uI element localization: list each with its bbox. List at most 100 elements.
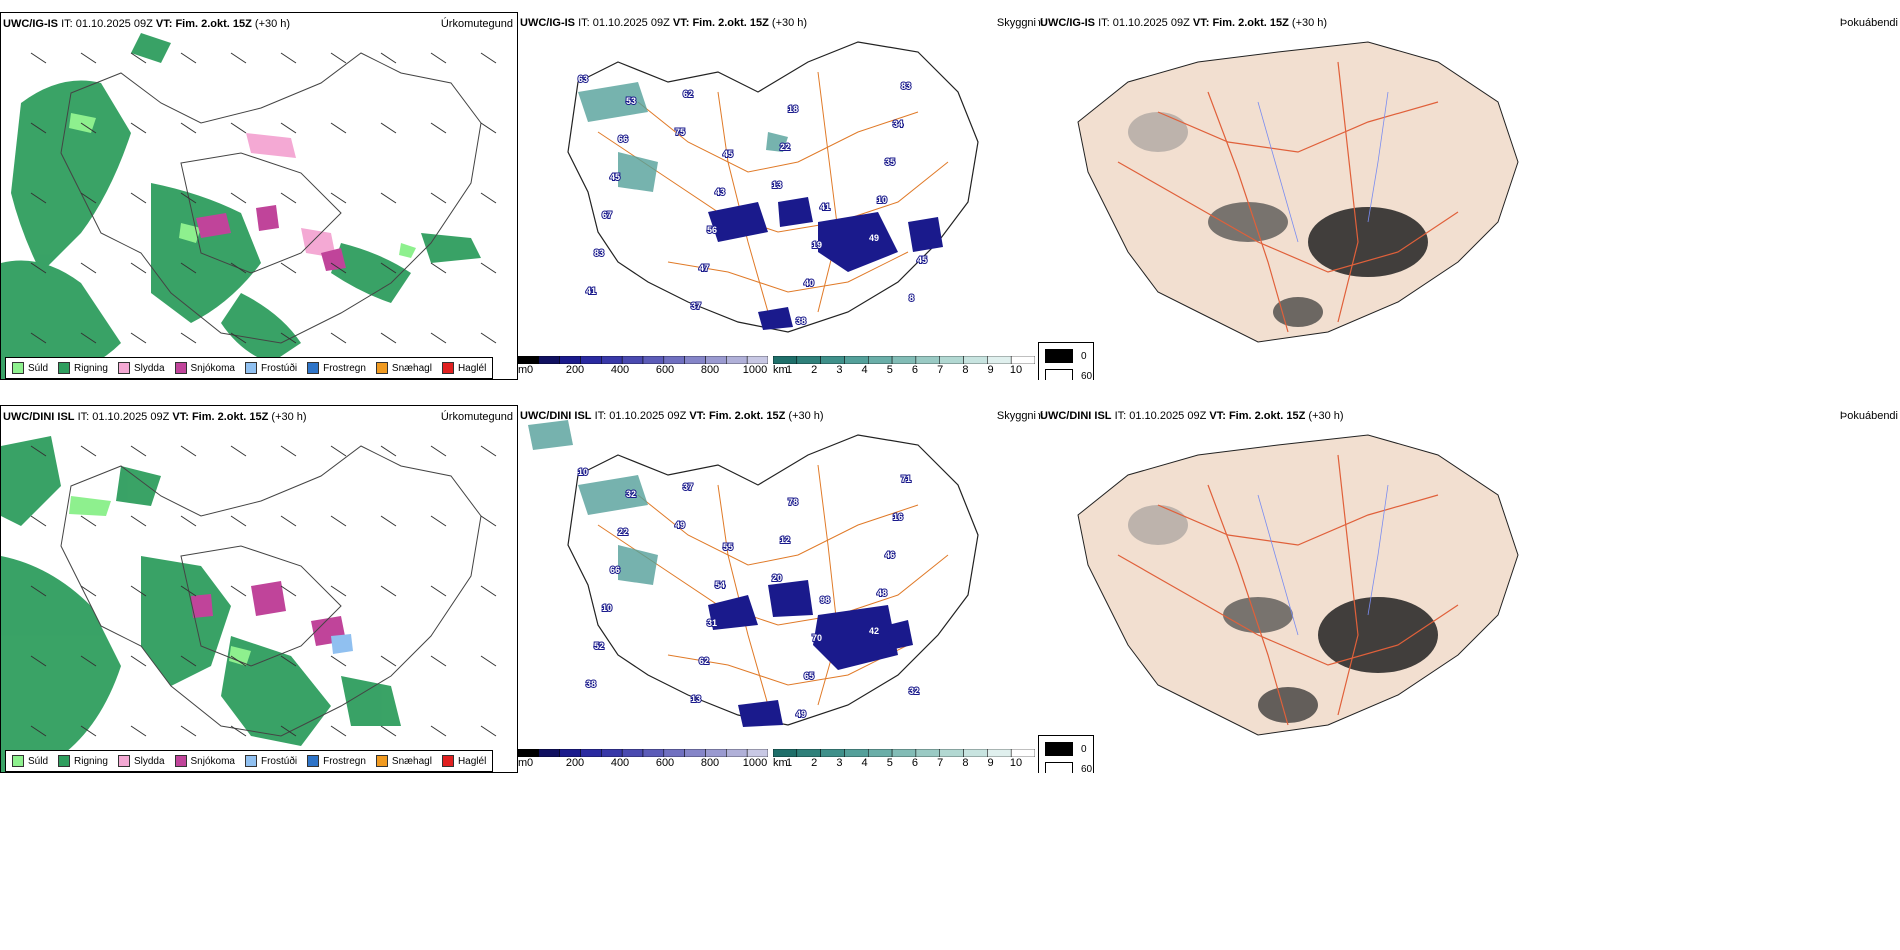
cloud-base-label: 37 <box>683 482 693 492</box>
colorbar-segment <box>963 749 988 757</box>
legend-item: Snæhagl <box>375 755 432 767</box>
legend-item: Rigning <box>58 755 108 767</box>
cloud-base-label: 40 <box>804 278 814 288</box>
fog-map-1 <box>1038 12 1900 380</box>
cloud-base-label: 66 <box>610 565 620 575</box>
legend-item: Frostregn <box>307 755 366 767</box>
colorbar-segment <box>746 356 768 364</box>
cloud-base-label: 38 <box>796 316 806 326</box>
cloud-base-label: 42 <box>869 626 879 636</box>
legend-item: Frostúði <box>244 755 297 767</box>
precip-legend: Súld Rigning Slydda Snjókoma Frostúði Fr… <box>5 357 494 379</box>
cloud-base-label: 10 <box>602 603 612 613</box>
colorbar-segment <box>601 356 623 364</box>
visibility-colorbar: 1 2 3 4 5 6 7 8 9 10 km <box>773 749 1035 771</box>
visibility-colorbar: 1 2 3 4 5 6 7 8 9 10 km <box>773 356 1035 378</box>
cloud-base-label: 32 <box>626 489 636 499</box>
colorbar-segment <box>705 749 727 757</box>
freezing-drizzle-areas <box>331 634 353 654</box>
cloud-base-label: 22 <box>618 527 628 537</box>
cloud-base-label: 49 <box>869 233 879 243</box>
colorbar-segment <box>538 749 560 757</box>
legend-swatch <box>174 755 187 767</box>
precip-legend: Súld Rigning Slydda Snjókoma Frostúði Fr… <box>5 750 494 772</box>
iceland-outline <box>60 52 482 344</box>
precip-map-panel-1: UWC/IG-IS IT: 01.10.2025 09Z VT: Fim. 2.… <box>0 12 518 380</box>
legend-item: Snjókoma <box>174 362 235 374</box>
legend-swatch <box>58 755 71 767</box>
legend-swatch <box>375 755 388 767</box>
cloud-map-panel-1: 63 75 13 49 41 62 22 10 83 37 18 35 67 47 38 34 45 56 40 83… <box>518 12 1038 380</box>
cloud-base-label: 71 <box>901 474 911 484</box>
legend-swatch <box>117 755 130 767</box>
legend-swatch <box>307 755 320 767</box>
colorbar-segment <box>663 356 685 364</box>
cloud-base-label: 8 <box>909 293 914 303</box>
precip-map-2 <box>1 406 517 772</box>
visibility-areas <box>578 82 788 192</box>
snow-areas <box>191 581 346 646</box>
colorbar-segment <box>559 749 581 757</box>
cloud-base-label: 19 <box>812 240 822 250</box>
cloud-base-label: 41 <box>586 286 596 296</box>
legend-swatch <box>58 362 71 374</box>
cloud-base-label: 53 <box>626 96 636 106</box>
cloud-base-labels: 63 75 13 49 41 62 22 10 83 37 18 35 67 47 38 34 45 56 40 83… <box>577 73 928 327</box>
panel-title: UWC/DINI ISL IT: 01.10.2025 09Z VT: Fim.… <box>520 410 824 422</box>
legend-item: Snæhagl <box>375 362 432 374</box>
legend-item: Slydda <box>117 362 165 374</box>
cloud-base-areas <box>708 580 913 727</box>
cloud-base-label: 13 <box>691 694 701 704</box>
cloud-base-label: 45 <box>723 149 733 159</box>
cloud-base-label: 49 <box>796 709 806 719</box>
cloud-base-label: 48 <box>877 588 887 598</box>
precip-type-title: Úrkomutegund <box>440 18 513 30</box>
colorbar-segment <box>868 749 893 757</box>
road-network <box>1117 61 1459 333</box>
colorbar-segment <box>663 749 685 757</box>
panel-title: UWC/DINI ISL IT: 01.10.2025 09Z VT: Fim.… <box>3 411 307 423</box>
cloud-base-label: 56 <box>707 225 717 235</box>
colorbar-segment <box>796 356 821 364</box>
road-network <box>597 71 949 313</box>
colorbar-segment <box>518 356 540 364</box>
sleet-areas <box>246 133 336 258</box>
cloud-base-label: 45 <box>917 255 927 265</box>
cloud-base-label: 70 <box>812 633 822 643</box>
fog-map-2 <box>1038 405 1900 773</box>
wind-barbs <box>30 445 497 737</box>
cloud-base-label: 45 <box>610 172 620 182</box>
legend-item: Frostregn <box>307 362 366 374</box>
cloud-base-label: 31 <box>707 618 717 628</box>
legend-swatch <box>117 362 130 374</box>
wind-barbs <box>30 52 497 344</box>
cloud-base-label: 10 <box>578 467 588 477</box>
colorbar-segment <box>642 749 665 757</box>
cloud-base-label: 47 <box>699 263 709 273</box>
colorbar-segment <box>1010 749 1035 757</box>
colorbar-segment <box>820 356 845 364</box>
legend-swatch <box>12 755 24 767</box>
cloud-base-label: 66 <box>618 134 628 144</box>
fog-shading <box>1128 112 1428 327</box>
colorbar-segment <box>820 749 845 757</box>
legend-item: Súld <box>12 755 48 767</box>
cloud-base-label: 63 <box>578 74 588 84</box>
colorbar-segment <box>844 749 869 757</box>
fog-legend: 0 60 <box>1038 342 1094 380</box>
legend-swatch <box>375 362 388 374</box>
colorbar-segment <box>915 356 940 364</box>
colorbar-segment <box>773 356 798 364</box>
colorbar-segment <box>518 749 540 757</box>
cloud-title: Skyggni <box>996 410 1036 422</box>
cloud-base-label: 13 <box>772 180 782 190</box>
legend-item: Slydda <box>117 755 165 767</box>
colorbar-segment <box>705 356 727 364</box>
colorbar-segment <box>987 356 1012 364</box>
cloud-base-colorbar: 0 200 400 600 800 1000 m <box>518 749 768 771</box>
cloud-base-label: 43 <box>715 187 725 197</box>
cloud-map-1: 63 75 13 49 41 62 22 10 83 37 18 35 67 47 38 34 45 56 40 83… <box>518 12 1038 352</box>
legend-item: Haglél <box>441 362 486 374</box>
cloud-base-label: 41 <box>820 202 830 212</box>
cloud-base-label: 75 <box>675 127 685 137</box>
